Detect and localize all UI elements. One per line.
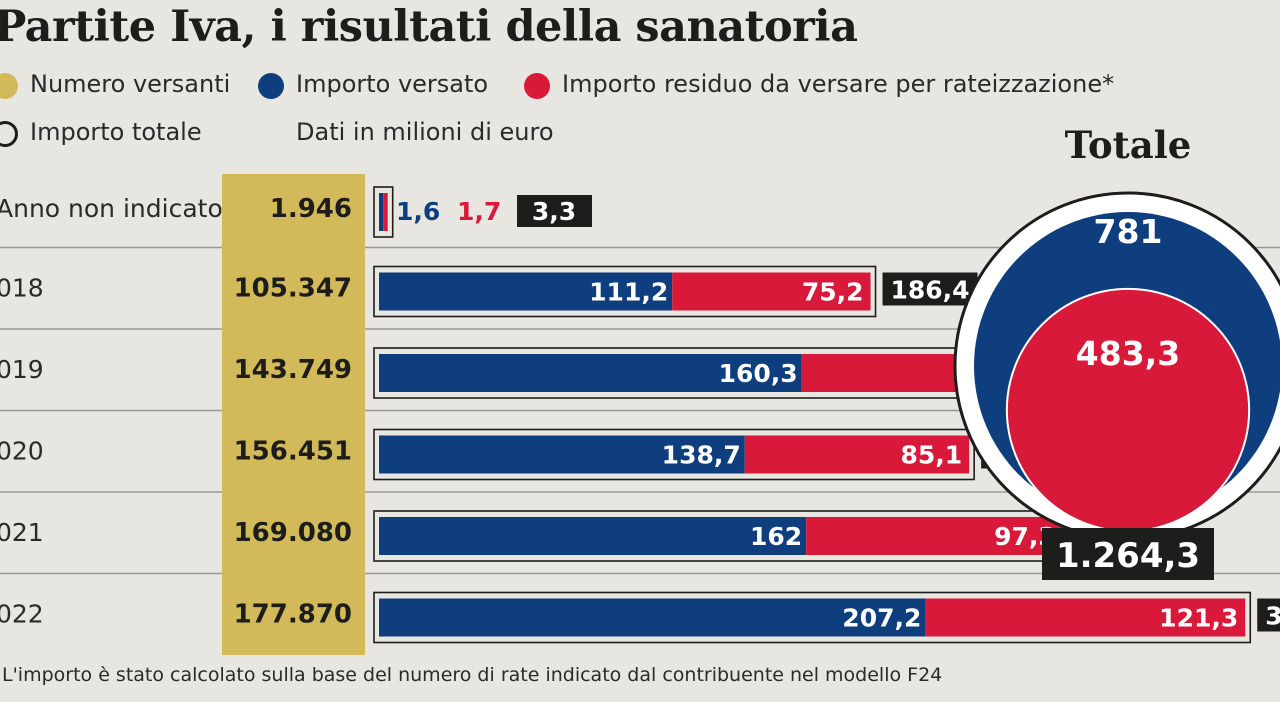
importo-versato-label: 207,2 [842, 604, 921, 633]
importo-versato-label: 138,7 [662, 441, 741, 470]
blue-dot-icon [258, 73, 284, 99]
numero-versanti-label: 156.451 [234, 437, 352, 467]
total-label: 328,5 [1265, 602, 1280, 631]
total-outline-frame [373, 428, 975, 481]
total-label-box [882, 272, 978, 306]
importo-residuo-bar [925, 598, 1246, 637]
summary-total-label: 1.264,3 [1056, 536, 1200, 576]
importo-residuo-circle [1005, 287, 1251, 533]
importo-versato-bar [379, 272, 673, 311]
numero-versanti-label: 177.870 [234, 600, 352, 630]
importo-versato-label: 162 [750, 522, 802, 551]
total-label: 3,3 [532, 197, 576, 226]
gold-dot-icon [0, 73, 18, 99]
category-label: 021 [0, 518, 44, 547]
summary-title: Totale [1065, 123, 1192, 167]
importo-versato-bar [379, 598, 926, 637]
numero-versanti-label: 143.749 [234, 355, 352, 385]
total-label: 186,4 [890, 276, 969, 305]
total-outline-frame [373, 265, 877, 318]
category-label: Anno non indicato [0, 194, 223, 223]
importo-residuo-label: 1,7 [457, 197, 501, 226]
importo-residuo-bar [806, 517, 1063, 555]
legend-label: Importo residuo da versare per rateizzaz… [562, 70, 1115, 98]
importo-versato-label: 1,6 [396, 197, 440, 226]
importo-versato-bar [379, 435, 745, 474]
red-dot-icon [524, 73, 550, 99]
summary-total-box [1042, 528, 1214, 580]
summary-importo-residuo-label: 483,3 [1076, 334, 1180, 373]
category-label: 022 [0, 600, 44, 629]
numero-versanti-label: 105.347 [234, 274, 352, 304]
category-label: 018 [0, 274, 44, 303]
total-label-box [1257, 598, 1280, 632]
legend-label: Importo versato [296, 70, 489, 98]
importo-residuo-bar [672, 272, 871, 311]
importo-residuo-bar [744, 435, 970, 474]
chart-title: Partite Iva, i risultati della sanatoria [0, 2, 858, 52]
importo-residuo-label: 85,1 [900, 441, 962, 470]
total-outline-frame [373, 591, 1252, 644]
category-label: 019 [0, 355, 44, 384]
importo-versato-label: 160,3 [719, 359, 798, 388]
units-note: Dati in milioni di euro [296, 118, 554, 146]
total-outline-frame [373, 186, 394, 238]
legend-label: Numero versanti [30, 70, 231, 98]
total-label-box [517, 195, 592, 227]
importo-versato-bar [379, 517, 807, 555]
importo-residuo-label: 75,2 [802, 278, 864, 307]
numero-versanti-label: 169.080 [234, 518, 352, 548]
footnote: L'importo è stato calcolato sulla base d… [2, 664, 943, 686]
importo-versato-bar [379, 354, 802, 392]
importo-residuo-bar [383, 193, 388, 231]
numero-versanti-column [222, 174, 365, 655]
numero-versanti-label: 1.946 [270, 194, 352, 224]
importo-versato-bar [379, 193, 384, 231]
importo-versato-label: 111,2 [589, 278, 668, 307]
ring-icon [0, 121, 18, 147]
category-label: 020 [0, 437, 44, 466]
legend-label: Importo totale [30, 118, 202, 146]
importo-residuo-label: 121,3 [1159, 604, 1238, 633]
summary-importo-versato-label: 781 [1094, 212, 1163, 251]
